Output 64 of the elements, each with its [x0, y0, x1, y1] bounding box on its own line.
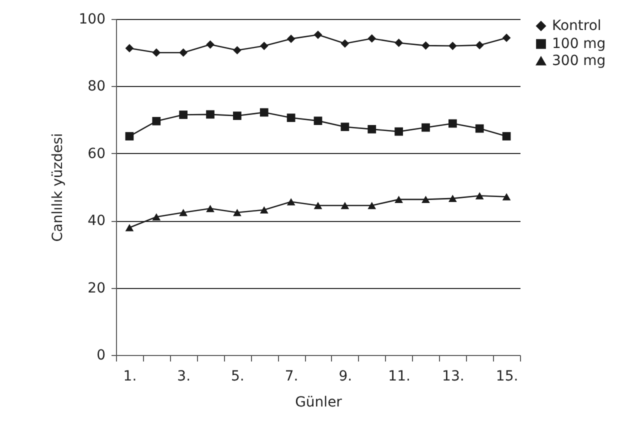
point [286, 198, 296, 206]
y-tick-label: 80 [88, 78, 106, 95]
point [152, 116, 161, 126]
y-axis-title: Canlılık yüzdesi [50, 133, 66, 242]
point [422, 41, 430, 50]
point [368, 202, 376, 210]
x-tick-label: 5. [231, 368, 244, 384]
point [233, 208, 242, 216]
point [125, 44, 134, 52]
legend-label: 300 mg [552, 53, 606, 69]
point [152, 48, 161, 57]
point [502, 193, 511, 200]
point [368, 125, 376, 134]
point [286, 114, 296, 122]
point [125, 132, 134, 140]
point [340, 39, 350, 48]
point [448, 119, 457, 128]
legend-label: Kontrol [552, 18, 602, 34]
point [286, 34, 296, 44]
point [314, 116, 322, 125]
point [179, 208, 188, 216]
point [260, 206, 268, 214]
point [260, 42, 268, 50]
point [394, 38, 403, 48]
point [206, 110, 214, 119]
point [125, 224, 134, 232]
point [314, 202, 322, 210]
y-tick-label: 0 [96, 348, 106, 364]
point [179, 110, 188, 119]
point [475, 124, 484, 133]
x-tick-label: 7. [284, 368, 298, 384]
point [206, 40, 214, 49]
point [368, 34, 376, 43]
point [206, 204, 214, 212]
point [475, 41, 484, 50]
x-tick-label: 13. [442, 368, 464, 384]
x-axis-title: Günler [295, 394, 342, 410]
point [340, 122, 350, 132]
point [475, 192, 484, 200]
point [314, 30, 322, 39]
x-tick-label: 9. [338, 368, 352, 384]
point [340, 202, 350, 210]
y-tick-label: 20 [88, 280, 106, 296]
point [422, 196, 430, 204]
point [448, 194, 457, 202]
x-tick-label: 11. [388, 368, 410, 384]
point [502, 34, 511, 42]
y-tick-label: 40 [88, 213, 106, 230]
point [394, 196, 403, 204]
x-tick-label: 3. [177, 368, 191, 384]
point [394, 127, 403, 136]
point [152, 213, 161, 221]
y-tick-label: 100 [78, 12, 106, 28]
point [179, 48, 188, 57]
point [260, 108, 268, 117]
point [422, 123, 430, 132]
legend-label: 100 mg [552, 36, 606, 52]
y-tick-label: 60 [88, 146, 106, 162]
x-tick-label: 1. [123, 368, 137, 384]
point [502, 132, 511, 140]
point [233, 112, 242, 120]
x-tick-label: 15. [496, 368, 518, 384]
point [448, 42, 457, 50]
point [233, 46, 242, 54]
